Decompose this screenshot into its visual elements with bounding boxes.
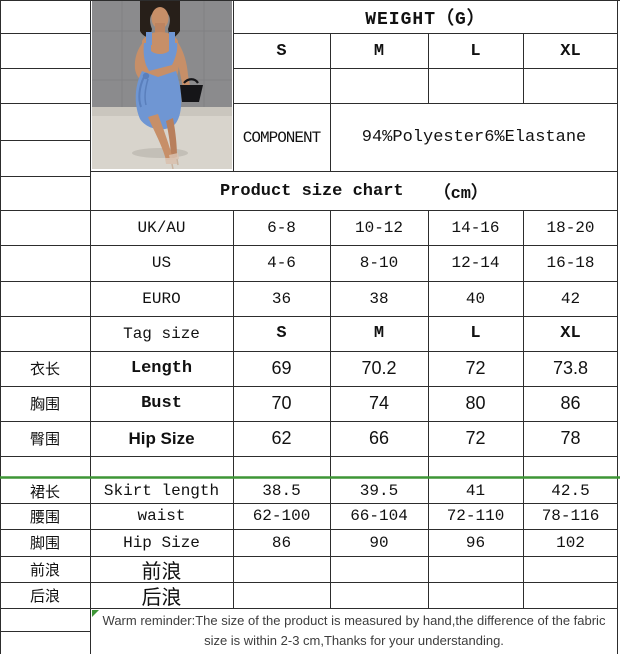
product-photo	[92, 1, 232, 169]
cell-xl	[523, 556, 618, 582]
cell-l: 72-110	[446, 507, 505, 525]
size-header-xl: XL	[560, 41, 581, 61]
cell-l: 80	[465, 393, 486, 413]
cell-m: 38	[369, 289, 389, 308]
row-cn-label	[0, 281, 90, 316]
row-cn-label: 胸围	[29, 397, 60, 413]
cell-xl: 86	[560, 393, 581, 413]
row-cn-label: 腰围	[29, 509, 60, 526]
row-label: Length	[130, 359, 193, 378]
cell-xl: 18-20	[546, 218, 595, 237]
cell-m	[330, 556, 428, 582]
row-cn-label: 脚围	[29, 536, 60, 552]
cell-xl: 42.5	[551, 482, 590, 500]
cell-s: 6-8	[267, 218, 296, 237]
cell-m: 10-12	[354, 218, 403, 237]
size-header-m: M	[373, 41, 385, 61]
row-label: 后浪	[141, 586, 182, 609]
size-header-s: S	[276, 41, 287, 61]
row-label: EURO	[142, 289, 181, 308]
row-label: UK/AU	[137, 218, 186, 237]
model-in-dress-illustration	[92, 1, 232, 169]
row-label: Tag size	[123, 324, 200, 343]
table-row-bust: 胸围 Bust 70 74 80 86	[0, 386, 620, 421]
row-cn-label: 臀围	[29, 432, 60, 448]
table-row-euro: EURO 36 38 40 42	[0, 281, 620, 316]
cell-l	[428, 582, 523, 608]
table-row-length: 衣长 Length 69 70.2 72 73.8	[0, 351, 620, 386]
cell-xl: XL	[560, 324, 581, 343]
cell-xl	[523, 582, 618, 608]
component-label: COMPONENT	[242, 128, 321, 147]
cell-l: 96	[465, 533, 486, 552]
cell-xl: 78	[560, 428, 581, 448]
row-label: US	[151, 254, 172, 272]
row-label: Hip Size	[123, 533, 200, 552]
size-chart-title: Product size chart （cm）	[90, 172, 618, 210]
cell-l: L	[470, 324, 481, 343]
cell-m: 74	[368, 393, 390, 413]
cell-s: 69	[271, 358, 292, 378]
row-cn-label	[0, 245, 90, 281]
warm-reminder-cell: Warm reminder:The size of the product is…	[95, 609, 613, 653]
cell-m: 70.2	[361, 358, 397, 378]
cell-s: 62-100	[252, 507, 311, 525]
row-cn-label	[0, 316, 90, 351]
table-row-ukau: UK/AU 6-8 10-12 14-16 18-20	[0, 210, 620, 245]
table-row-skirt-length: 裙长 Skirt length 38.5 39.5 41 42.5	[0, 479, 620, 503]
size-header-l: L	[470, 41, 481, 61]
cell-l: 72	[465, 358, 486, 378]
cell-xl: 73.8	[552, 358, 589, 378]
cell-l: 40	[465, 289, 486, 308]
component-value: 94%Polyester6%Elastane	[361, 128, 587, 147]
cell-xl: 102	[556, 533, 585, 552]
warm-reminder-text: Warm reminder:The size of the product is…	[102, 612, 606, 648]
table-row-hipsize-upper: 臀围 Hip Size 62 66 72 78	[0, 421, 620, 456]
cell-s: 62	[271, 428, 292, 448]
row-cn-label: 前浪	[29, 562, 60, 579]
cell-s	[233, 556, 330, 582]
cell-l: 12-14	[451, 254, 500, 272]
row-label: Bust	[141, 394, 182, 413]
cell-s: S	[276, 324, 287, 343]
size-chart-title-text: Product size chart	[219, 181, 404, 201]
row-label: Skirt length	[103, 482, 220, 500]
cell-m: 90	[369, 533, 389, 552]
table-row-hipsize-lower: 脚围 Hip Size 86 90 96 102	[0, 529, 620, 556]
cell-s: 70	[271, 393, 292, 413]
cell-m: 66-104	[350, 507, 408, 525]
row-cn-label: 裙长	[29, 484, 60, 501]
cell-s: 4-6	[267, 254, 296, 272]
cell-s: 38.5	[262, 482, 301, 500]
cell-xl: 42	[560, 289, 581, 308]
table-row-tagsize: Tag size S M L XL	[0, 316, 620, 351]
cell-l	[428, 556, 523, 582]
cell-s: 86	[271, 533, 292, 552]
size-chart-unit: （cm）	[433, 185, 489, 204]
cell-l: 41	[465, 482, 486, 500]
cell-xl: 78-116	[541, 507, 600, 525]
cell-xl: 16-18	[546, 254, 595, 272]
row-cn-label: 衣长	[29, 362, 60, 378]
row-label: Hip Size	[128, 428, 195, 448]
row-label: waist	[137, 507, 186, 525]
weight-section-title: WEIGHT（G）	[365, 10, 486, 30]
cell-l: 14-16	[451, 218, 500, 237]
cell-m: M	[373, 324, 385, 343]
cell-s: 36	[271, 289, 292, 308]
row-cn-label: 后浪	[29, 588, 60, 605]
table-row-us: US 4-6 8-10 12-14 16-18	[0, 245, 620, 281]
table-row-front-rise: 前浪 前浪	[0, 556, 620, 583]
cell-m: 66	[368, 428, 390, 448]
cell-m: 39.5	[359, 482, 399, 500]
cell-l: 72	[465, 428, 486, 448]
cell-m	[330, 582, 428, 608]
row-label: 前浪	[141, 560, 182, 583]
table-row-back-rise: 后浪 后浪	[0, 582, 620, 609]
row-cn-label	[0, 210, 90, 245]
table-row-waist: 腰围 waist 62-100 66-104 72-110 78-116	[0, 503, 620, 529]
cell-s	[233, 582, 330, 608]
cell-m: 8-10	[359, 254, 399, 272]
